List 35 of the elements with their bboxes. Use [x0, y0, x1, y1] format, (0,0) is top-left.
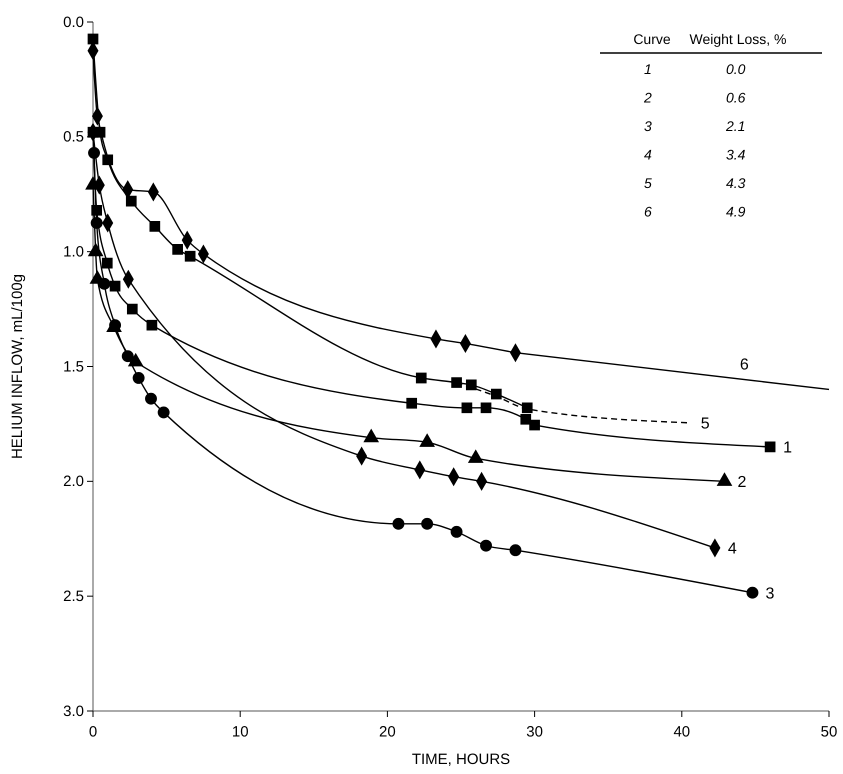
- y-axis-title: HELIUM INFLOW, mL/100g: [9, 274, 26, 460]
- annotation: Weight Loss, %: [689, 31, 787, 47]
- x-axis-title: TIME, HOURS: [412, 751, 510, 768]
- annotation: Curve: [633, 31, 671, 47]
- x-tick-label: 50: [820, 724, 838, 740]
- y-tick-label: 3.0: [63, 702, 84, 720]
- annotation: 3.4: [726, 146, 746, 162]
- y-tick-label: 1.5: [63, 358, 84, 376]
- annotation: 4: [644, 146, 652, 162]
- annotation: 0.6: [726, 90, 746, 106]
- y-tick-label: 2.5: [63, 588, 84, 605]
- series-label: 1: [783, 439, 792, 456]
- y-tick-label: 0.0: [63, 14, 84, 31]
- series-label: 2: [737, 474, 746, 491]
- annotation: 2: [643, 90, 652, 106]
- series-label: 3: [765, 585, 774, 602]
- annotation: 2.1: [725, 118, 746, 134]
- x-tick-label: 10: [232, 724, 249, 740]
- annotation: 1: [644, 61, 652, 77]
- y-tick-label: 2.0: [63, 473, 84, 490]
- annotation: 4.9: [726, 204, 746, 220]
- x-tick-label: 30: [526, 724, 543, 740]
- x-tick-label: 20: [379, 724, 396, 740]
- y-tick-label: 1.0: [63, 243, 84, 260]
- annotation: 3: [644, 118, 652, 134]
- annotation: 6: [740, 356, 749, 374]
- series-label: 4: [728, 540, 737, 558]
- x-tick-label: 40: [673, 724, 690, 740]
- text: 5: [700, 415, 710, 432]
- text: 6: [644, 204, 652, 220]
- y-tick-label: 0.5: [63, 128, 84, 146]
- annotation: 4.3: [726, 175, 746, 191]
- annotation: 0.0: [726, 61, 746, 77]
- annotation: 5: [644, 175, 652, 191]
- x-tick-label: 0: [88, 724, 98, 740]
